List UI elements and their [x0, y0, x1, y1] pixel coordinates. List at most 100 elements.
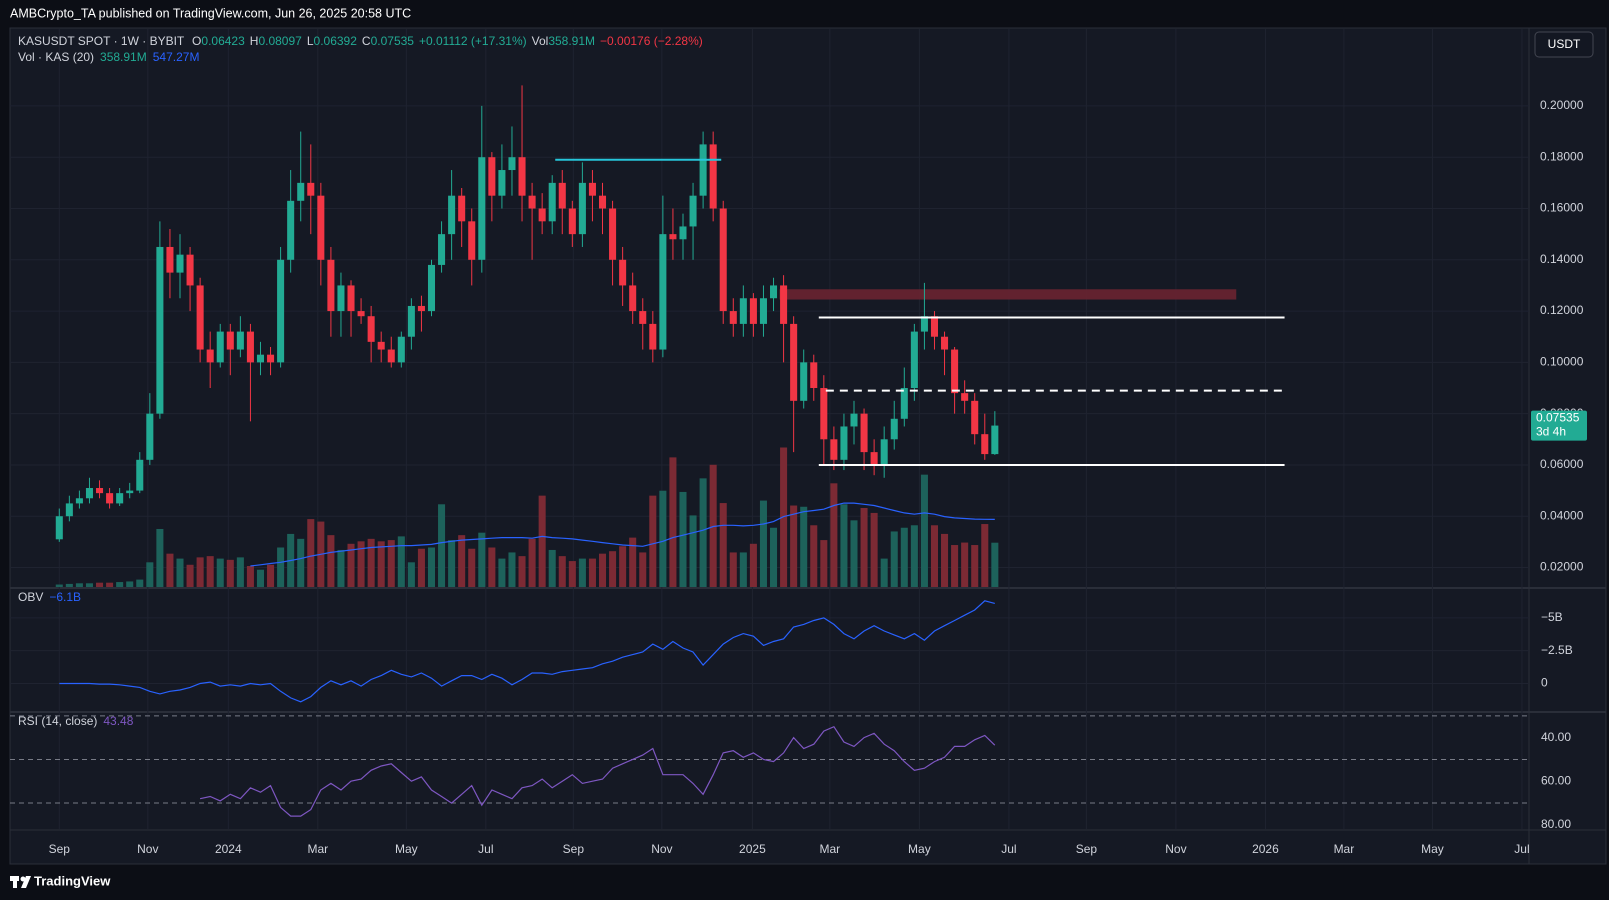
volume-bar: [106, 582, 114, 587]
candle-body: [96, 488, 104, 494]
volume-bar: [377, 541, 385, 587]
volume-bar: [176, 558, 184, 587]
indicator-legend: OBV −6.1B: [18, 590, 81, 604]
candle-body: [196, 285, 204, 350]
legend-value: 358.91M: [548, 34, 595, 48]
candle-body: [508, 157, 516, 171]
candle-body: [176, 254, 184, 273]
publisher-line: AMBCrypto_TA published on TradingView.co…: [10, 6, 411, 20]
candle-body: [287, 200, 295, 260]
candle-body: [900, 388, 908, 419]
candle-body: [65, 503, 73, 517]
x-tick-label: Mar: [1334, 842, 1355, 856]
x-tick-label: May: [1421, 842, 1444, 856]
currency-label: USDT: [1548, 37, 1581, 51]
legend-name: Vol · KAS (20): [18, 50, 94, 64]
volume-bar: [679, 491, 687, 587]
volume-bar: [870, 512, 878, 587]
candle-body: [448, 195, 456, 235]
volume-bar: [55, 584, 63, 587]
volume-bar: [941, 533, 949, 587]
indicator-line: [59, 600, 995, 703]
x-tick-label: Jul: [478, 842, 493, 856]
volume-bar: [448, 540, 456, 587]
legend-row: KASUSDT SPOT · 1W · BYBIT O0.06423 H0.0809…: [18, 34, 703, 48]
volume-bar: [65, 583, 73, 587]
candle-body: [669, 234, 677, 240]
tradingview-logo: [10, 876, 31, 888]
candle-body: [981, 434, 989, 455]
volume-bar: [196, 557, 204, 587]
legend-value: 0.06423: [201, 34, 245, 48]
y-tick-label: 40.00: [1541, 730, 1571, 744]
candle-body: [588, 182, 596, 196]
candle-body: [417, 305, 425, 312]
volume-bar: [749, 543, 757, 587]
volume-bar: [820, 540, 828, 587]
volume-bar: [991, 542, 999, 587]
indicator-line: [199, 725, 996, 817]
volume-bar: [337, 549, 345, 587]
volume-bar: [538, 495, 546, 587]
y-tick-label: 0.18000: [1540, 149, 1584, 163]
x-tick-label: 2024: [215, 842, 242, 856]
y-tick-label: 60.00: [1541, 773, 1571, 787]
volume-bar: [971, 545, 979, 587]
candle-body: [327, 259, 335, 312]
x-tick-label: Sep: [49, 842, 71, 856]
volume-bar: [458, 535, 466, 587]
volume-bar: [790, 505, 798, 587]
volume-bar: [830, 483, 838, 587]
candle-body: [166, 246, 174, 273]
volume-bar: [629, 537, 637, 587]
candle-body: [870, 452, 878, 465]
candle-body: [709, 144, 717, 209]
volume-bar: [860, 507, 868, 587]
y-tick-label: −2.5B: [1541, 643, 1573, 657]
candle-body: [367, 316, 375, 342]
candle-body: [629, 285, 637, 312]
candle-body: [548, 182, 556, 222]
y-tick-label: 0.20000: [1540, 98, 1584, 112]
volume-bar: [96, 582, 104, 587]
volume-bar: [810, 525, 818, 587]
indicator-value: 43.48: [103, 714, 133, 728]
candle-body: [297, 182, 305, 201]
volume-bar: [367, 538, 375, 587]
candle-body: [679, 226, 687, 240]
legend-value: 0.07535: [371, 34, 415, 48]
volume-bar: [277, 547, 285, 587]
volume-bar: [508, 552, 516, 587]
candle-body: [116, 493, 124, 504]
candle-body: [458, 195, 466, 222]
volume-bar: [166, 553, 174, 587]
candle-body: [659, 234, 667, 350]
volume-bar: [739, 552, 747, 587]
volume-bar: [920, 474, 928, 587]
candle-body: [619, 259, 627, 286]
candle-body: [277, 259, 285, 363]
x-tick-label: Nov: [651, 842, 672, 856]
candle-body: [639, 311, 647, 324]
candle-body: [488, 157, 496, 196]
countdown-label: 3d 4h: [1536, 425, 1566, 439]
candle-body: [991, 425, 999, 455]
volume-bar: [689, 515, 697, 587]
volume-bar: [357, 541, 365, 587]
volume-bar: [578, 558, 586, 587]
y-tick-label: 0.16000: [1540, 201, 1584, 215]
candle-body: [256, 354, 265, 363]
candle-body: [840, 426, 848, 460]
volume-bar: [236, 557, 244, 587]
volume-bar: [699, 478, 707, 587]
indicator-name: OBV: [18, 590, 43, 604]
currency-button[interactable]: [1534, 31, 1594, 58]
x-tick-label: 2025: [739, 842, 766, 856]
x-tick-label: Sep: [563, 842, 585, 856]
y-tick-label: 0.02000: [1540, 560, 1584, 574]
y-tick-label: −5B: [1541, 610, 1563, 624]
candle-body: [850, 413, 858, 427]
volume-bar: [840, 504, 848, 587]
